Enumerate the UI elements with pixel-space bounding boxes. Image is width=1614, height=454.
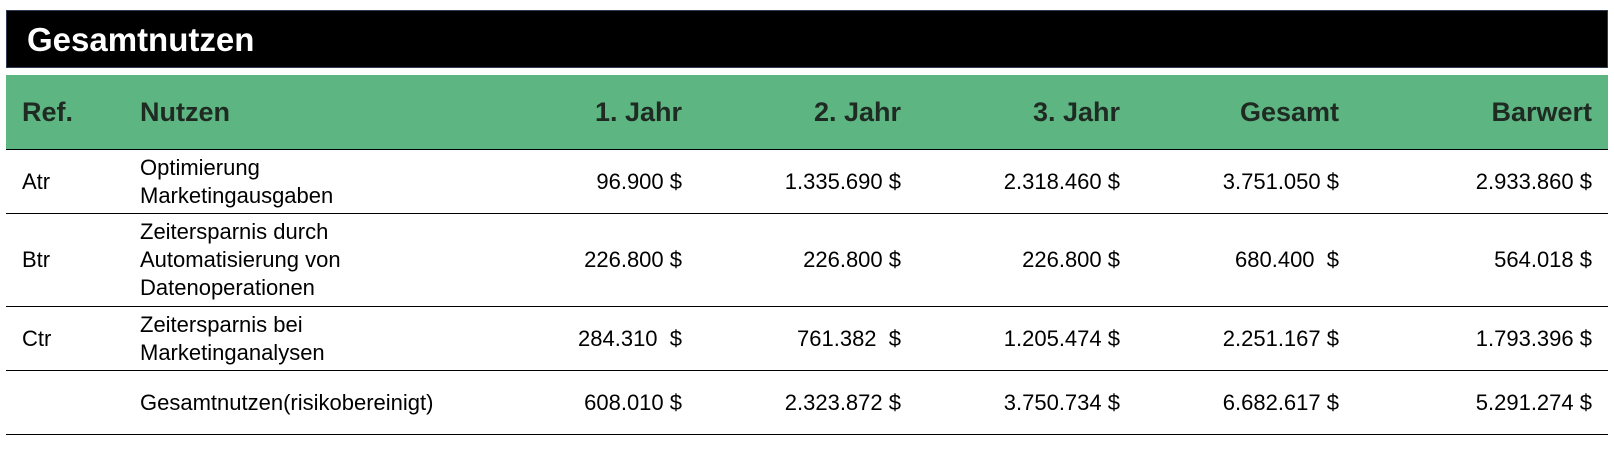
table-row: Btr Zeitersparnis durch Automatisierung …	[6, 213, 1608, 307]
header-row: Ref. Nutzen 1. Jahr 2. Jahr 3. Jahr Gesa…	[6, 75, 1608, 150]
nutzen-cell: Zeitersparnis durch Automatisierung von …	[126, 213, 478, 307]
column-header-barwert: Barwert	[1355, 75, 1608, 150]
gesamt-cell: 6.682.617 $	[1136, 370, 1355, 435]
ref-cell	[6, 370, 126, 435]
year1-cell: 608.010 $	[478, 370, 698, 435]
ref-cell: Atr	[6, 149, 126, 214]
total-row: Gesamtnutzen(risikobereinigt) 608.010 $ …	[6, 370, 1608, 435]
nutzen-cell: Gesamtnutzen(risikobereinigt)	[126, 370, 478, 435]
year3-cell: 226.800 $	[917, 213, 1136, 307]
table-row: Atr Optimierung Marketingausgaben 96.900…	[6, 149, 1608, 214]
barwert-cell: 2.933.860 $	[1355, 149, 1608, 214]
year3-cell: 1.205.474 $	[917, 306, 1136, 371]
table-row: Ctr Zeitersparnis bei Marketinganalysen …	[6, 306, 1608, 371]
year2-cell: 1.335.690 $	[698, 149, 917, 214]
year3-cell: 3.750.734 $	[917, 370, 1136, 435]
ref-cell: Ctr	[6, 306, 126, 371]
year1-cell: 226.800 $	[478, 213, 698, 307]
year2-cell: 226.800 $	[698, 213, 917, 307]
title-bar: Gesamtnutzen	[6, 10, 1608, 68]
nutzen-cell: Optimierung Marketingausgaben	[126, 149, 478, 214]
year2-cell: 2.323.872 $	[698, 370, 917, 435]
barwert-cell: 1.793.396 $	[1355, 306, 1608, 371]
year1-cell: 284.310 $	[478, 306, 698, 371]
ref-cell: Btr	[6, 213, 126, 307]
benefits-table: Ref. Nutzen 1. Jahr 2. Jahr 3. Jahr Gesa…	[6, 75, 1608, 435]
year1-cell: 96.900 $	[478, 149, 698, 214]
column-header-year1: 1. Jahr	[478, 75, 698, 150]
gesamt-cell: 680.400 $	[1136, 213, 1355, 307]
column-header-year2: 2. Jahr	[698, 75, 917, 150]
gesamt-cell: 3.751.050 $	[1136, 149, 1355, 214]
nutzen-cell: Zeitersparnis bei Marketinganalysen	[126, 306, 478, 371]
page-title: Gesamtnutzen	[27, 21, 255, 58]
year2-cell: 761.382 $	[698, 306, 917, 371]
year3-cell: 2.318.460 $	[917, 149, 1136, 214]
barwert-cell: 5.291.274 $	[1355, 370, 1608, 435]
column-header-ref: Ref.	[6, 75, 126, 150]
column-header-gesamt: Gesamt	[1136, 75, 1355, 150]
column-header-year3: 3. Jahr	[917, 75, 1136, 150]
column-header-nutzen: Nutzen	[126, 75, 478, 150]
gesamt-cell: 2.251.167 $	[1136, 306, 1355, 371]
barwert-cell: 564.018 $	[1355, 213, 1608, 307]
